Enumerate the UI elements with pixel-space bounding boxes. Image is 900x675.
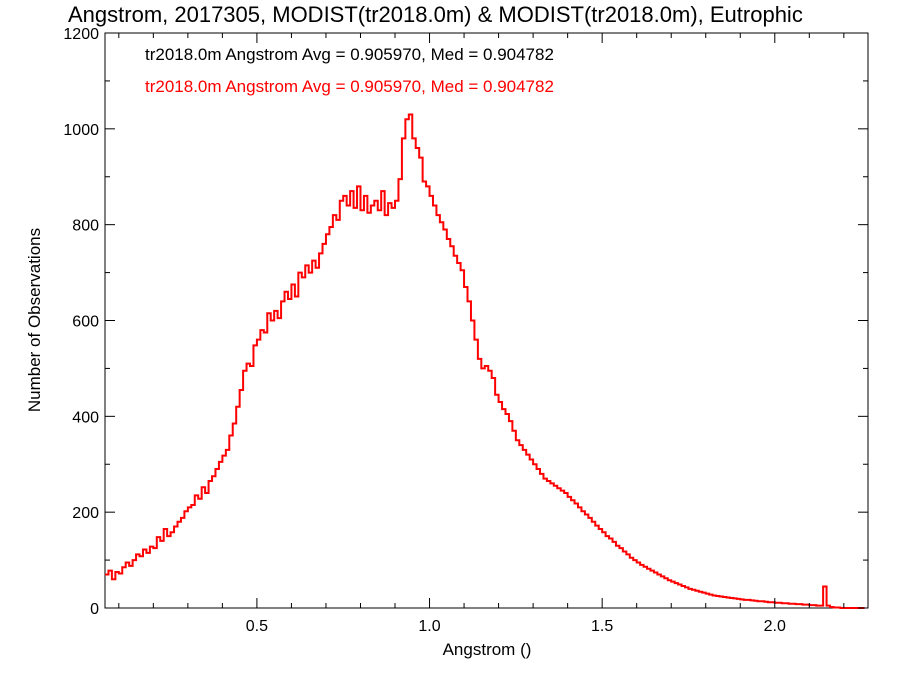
histogram-step-underlay: [105, 113, 865, 609]
x-tick-label: 0.5: [246, 618, 268, 635]
histogram-step-line: [105, 113, 865, 609]
x-tick-label: 1.0: [418, 618, 440, 635]
annotation-red: tr2018.0m Angstrom Avg = 0.905970, Med =…: [145, 77, 554, 96]
y-axis: 0 200 400 600 800 1000 1200: [63, 26, 868, 618]
y-tick-label: 1000: [63, 122, 99, 139]
annotation-black: tr2018.0m Angstrom Avg = 0.905970, Med =…: [145, 45, 554, 64]
x-axis: 0.5 1.0 1.5 2.0: [118, 33, 845, 635]
y-tick-label: 800: [72, 218, 99, 235]
x-axis-label: Angstrom (): [443, 640, 532, 659]
x-tick-label: 2.0: [764, 618, 786, 635]
y-tick-label: 1200: [63, 26, 99, 43]
y-tick-label: 600: [72, 314, 99, 331]
y-tick-label: 200: [72, 505, 99, 522]
y-tick-label: 400: [72, 409, 99, 426]
y-axis-label: Number of Observations: [25, 228, 44, 412]
chart-title: Angstrom, 2017305, MODIST(tr2018.0m) & M…: [68, 2, 803, 27]
plot-area: [104, 32, 869, 609]
x-tick-label: 1.5: [591, 618, 613, 635]
y-tick-label: 0: [90, 601, 99, 618]
plot-frame: [104, 32, 869, 609]
